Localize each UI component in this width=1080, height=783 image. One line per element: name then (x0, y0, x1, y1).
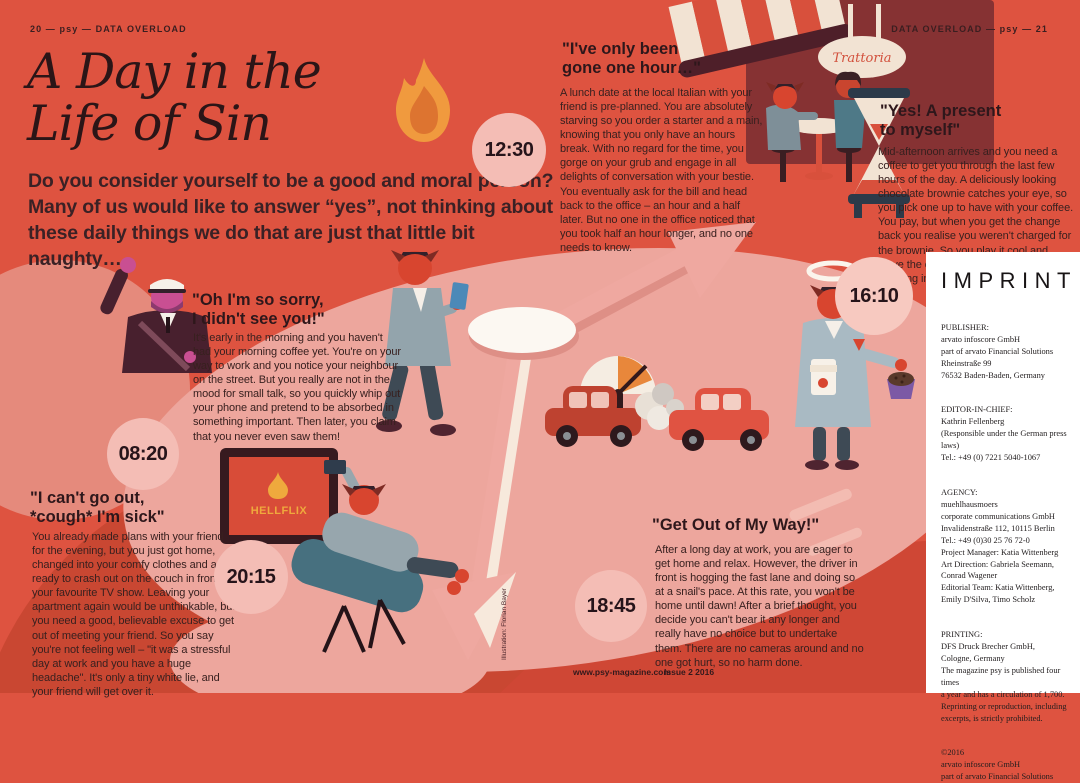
imprint-copyright-label: ©2016 (941, 747, 1072, 759)
illustration-credit: Illustration: Florian Bayer (501, 588, 508, 660)
imprint-publisher-text: arvato infoscore GmbH part of arvato Fin… (941, 335, 1053, 380)
imprint-panel: IMPRINT PUBLISHER:arvato infoscore GmbH … (926, 252, 1080, 693)
imprint-publisher-label: PUBLISHER: (941, 322, 1072, 334)
footer-website: www.psy-magazine.com (573, 667, 671, 677)
imprint-editor-text: Kathrin Fellenberg (Responsible under th… (941, 417, 1067, 462)
time-badge-2015: 20:15 (214, 540, 288, 614)
imprint-publisher: PUBLISHER:arvato infoscore GmbH part of … (941, 310, 1072, 382)
imprint-editor: EDITOR-IN-CHIEF:Kathrin Fellenberg (Resp… (941, 393, 1072, 465)
imprint-agency: AGENCY:muehlhausmoers corporate communic… (941, 475, 1072, 606)
vignette-2015-body: You already made plans with your friend … (32, 530, 237, 699)
vignette-0820-body: It's early in the morning and you haven'… (193, 331, 403, 444)
imprint-printing: PRINTING:DFS Druck Brecher GmbH, Cologne… (941, 617, 1072, 724)
vignette-1230-body: A lunch date at the local Italian with y… (560, 86, 764, 255)
imprint-title: IMPRINT (941, 268, 1072, 294)
vignette-1845-heading: "Get Out of My Way!" (652, 516, 887, 535)
time-badge-1845: 18:45 (575, 570, 647, 642)
page-header-left: 20 — psy — DATA OVERLOAD (30, 24, 187, 34)
imprint-copyright-text: arvato infoscore GmbH part of arvato Fin… (941, 760, 1053, 781)
time-badge-0820: 08:20 (107, 418, 179, 490)
imprint-printing-text: DFS Druck Brecher GmbH, Cologne, Germany… (941, 642, 1067, 723)
footer-issue: Issue 2 2016 (664, 667, 714, 677)
vignette-1610-heading: "Yes! A present to myself" (880, 102, 1080, 140)
vignette-1845-body: After a long day at work, you are eager … (655, 543, 865, 670)
vignette-2015-heading: "I can't go out, *cough* I'm sick" (30, 489, 255, 527)
article-title: A Day in the Life of Sin (27, 46, 321, 150)
vignette-0820-heading: "Oh I'm so sorry, I didn't see you!" (192, 291, 417, 329)
imprint-agency-label: AGENCY: (941, 487, 1072, 499)
page-header-right: DATA OVERLOAD — psy — 21 (891, 24, 1048, 34)
article-intro: Do you consider yourself to be a good an… (28, 168, 568, 273)
vignette-1230-heading: "I've only been gone one hour…" (562, 40, 777, 78)
imprint-agency-text: muehlhausmoers corporate communications … (941, 500, 1058, 604)
imprint-editor-label: EDITOR-IN-CHIEF: (941, 404, 1072, 416)
imprint-printing-label: PRINTING: (941, 629, 1072, 641)
time-badge-1230: 12:30 (472, 113, 546, 187)
time-badge-1610: 16:10 (835, 257, 913, 335)
